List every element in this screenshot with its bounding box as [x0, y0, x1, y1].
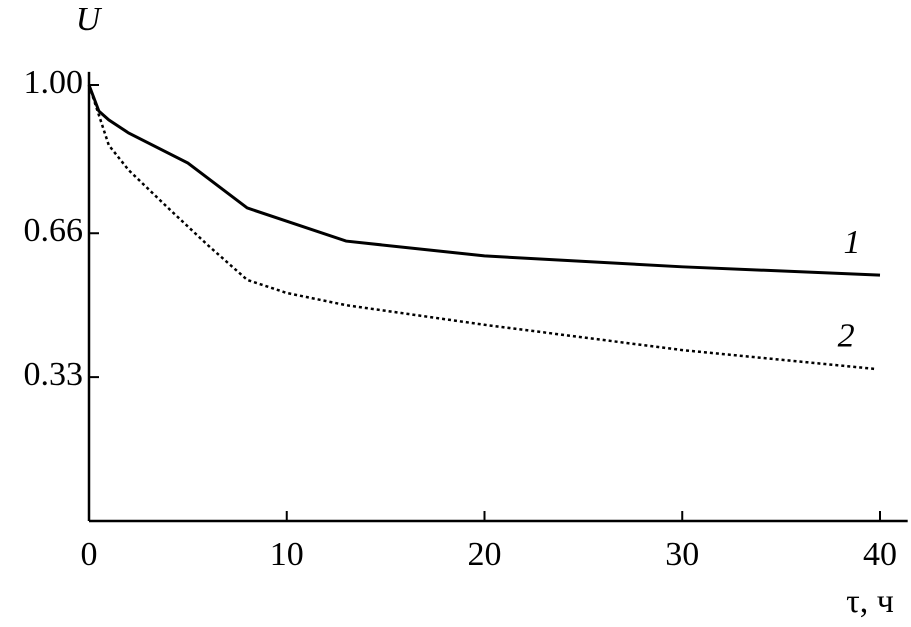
series-label: 2 — [838, 318, 855, 355]
y-axis-label: U — [76, 1, 103, 38]
series-line — [87, 84, 881, 277]
x-tick-label: 30 — [665, 536, 699, 573]
x-tick-label: 0 — [81, 536, 98, 573]
x-axis-label: τ, ч — [846, 583, 894, 620]
x-tick-label: 20 — [468, 536, 502, 573]
series-label: 1 — [844, 224, 861, 261]
y-tick-label: 1.00 — [24, 64, 84, 101]
y-tick-label: 0.33 — [24, 356, 84, 393]
x-tick-label: 10 — [270, 536, 304, 573]
y-tick-label: 0.66 — [24, 212, 84, 249]
x-tick-label: 40 — [863, 536, 897, 573]
series-line — [87, 84, 875, 371]
